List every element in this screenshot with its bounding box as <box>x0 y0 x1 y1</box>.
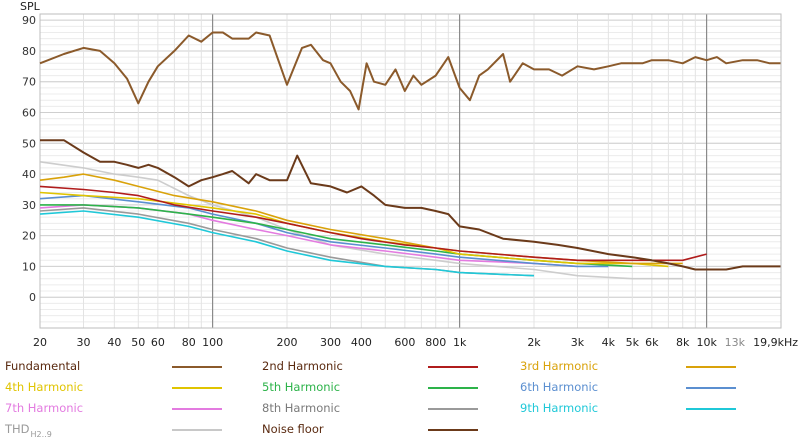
legend-swatch <box>172 429 222 431</box>
x-tick-label: 8k <box>676 336 690 349</box>
legend-swatch <box>686 387 736 389</box>
x-tick-label: 10k <box>696 336 717 349</box>
x-tick-label: 400 <box>351 336 372 349</box>
legend-entry-noise-floor: Noise floor <box>262 419 483 439</box>
x-tick-label: 30 <box>76 336 90 349</box>
chart-legend: Fundamental 2nd Harmonic 3rd Harmonic 4th H… <box>0 356 800 441</box>
legend-swatch <box>686 408 736 410</box>
legend-swatch <box>172 387 222 389</box>
y-axis-label: SPL <box>20 0 41 13</box>
series-layer <box>39 31 781 280</box>
legend-label: THDH2..9 <box>5 422 52 439</box>
x-tick-label: 800 <box>425 336 446 349</box>
y-tick-label: 20 <box>22 230 36 243</box>
series-line-2nd-harmonic <box>39 185 707 262</box>
y-tick-label: 90 <box>22 14 36 27</box>
x-tick-label: 40 <box>107 336 121 349</box>
legend-swatch <box>428 387 478 389</box>
legend-label: 8th Harmonic <box>262 401 341 415</box>
y-tick-label: 50 <box>22 137 36 150</box>
legend-subscript: H2..9 <box>30 430 52 439</box>
x-tick-label: 60 <box>151 336 165 349</box>
legend-swatch <box>172 366 222 368</box>
legend-entry-7th-harmonic: 7th Harmonic <box>5 398 227 418</box>
legend-entry-9th-harmonic: 9th Harmonic <box>520 398 741 418</box>
legend-label: 6th Harmonic <box>520 380 599 394</box>
legend-entry-fundamental: Fundamental <box>5 356 227 376</box>
legend-entry-thd: THDH2..9 <box>5 419 227 439</box>
plot-frame <box>39 13 782 329</box>
x-tick-label: 19,9kHz <box>753 336 798 349</box>
legend-entry-2nd-harmonic: 2nd Harmonic <box>262 356 483 376</box>
legend-label: 2nd Harmonic <box>262 359 343 373</box>
x-tick-label: 600 <box>394 336 415 349</box>
x-tick-label: 5k <box>626 336 640 349</box>
legend-label: 4th Harmonic <box>5 380 84 394</box>
y-tick-label: 30 <box>22 199 36 212</box>
legend-entry-5th-harmonic: 5th Harmonic <box>262 377 483 397</box>
y-tick-label: 60 <box>22 107 36 120</box>
legend-label: 7th Harmonic <box>5 401 84 415</box>
legend-swatch <box>172 408 222 410</box>
legend-swatch <box>428 429 478 431</box>
x-tick-label: 300 <box>320 336 341 349</box>
series-line-fundamental <box>39 31 781 111</box>
legend-entry-4th-harmonic: 4th Harmonic <box>5 377 227 397</box>
legend-swatch <box>686 366 736 368</box>
legend-entry-8th-harmonic: 8th Harmonic <box>262 398 483 418</box>
x-tick-label: 13k <box>725 336 746 349</box>
legend-label: Fundamental <box>5 359 81 373</box>
y-tick-label: 70 <box>22 76 36 89</box>
x-tick-label: 1k <box>453 336 467 349</box>
x-tick-label: 100 <box>202 336 223 349</box>
y-tick-label: 0 <box>29 291 36 304</box>
legend-label: Noise floor <box>262 422 324 436</box>
x-tick-label: 50 <box>131 336 145 349</box>
legend-entry-3rd-harmonic: 3rd Harmonic <box>520 356 741 376</box>
legend-label: 9th Harmonic <box>520 401 599 415</box>
x-tick-label: 200 <box>277 336 298 349</box>
y-tick-label: 10 <box>22 260 36 273</box>
x-tick-label: 20 <box>33 336 47 349</box>
x-tick-label: 4k <box>602 336 616 349</box>
x-tick-label: 80 <box>182 336 196 349</box>
series-line-6th-harmonic <box>39 194 609 268</box>
x-tick-label: 6k <box>645 336 659 349</box>
legend-label: 3rd Harmonic <box>520 359 599 373</box>
y-tick-label: 40 <box>22 168 36 181</box>
legend-swatch <box>428 366 478 368</box>
legend-label: 5th Harmonic <box>262 380 341 394</box>
y-tick-label: 80 <box>22 45 36 58</box>
series-line-noise-floor <box>40 139 781 271</box>
legend-swatch <box>428 408 478 410</box>
x-tick-label: 2k <box>527 336 541 349</box>
legend-entry-6th-harmonic: 6th Harmonic <box>520 377 741 397</box>
x-tick-label: 3k <box>571 336 585 349</box>
series-line-9th-harmonic <box>39 210 535 277</box>
